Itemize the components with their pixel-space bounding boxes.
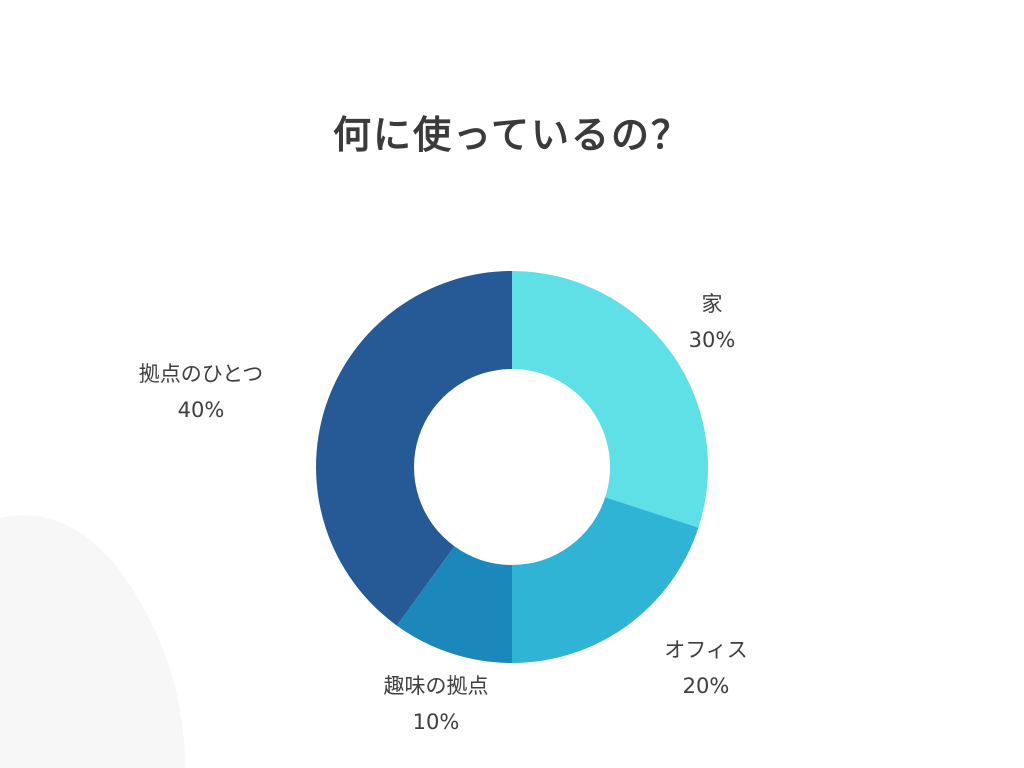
- donut-slice-home: [512, 271, 708, 528]
- slice-label-value: 30%: [688, 328, 736, 352]
- slice-label-home: 家 30%: [672, 286, 752, 358]
- slice-label-name: 拠点のひとつ: [138, 362, 264, 386]
- slice-label-value: 20%: [682, 674, 730, 698]
- slice-label-value: 40%: [177, 398, 225, 422]
- donut-slice-one-of-bases: [316, 271, 512, 626]
- slice-label-name: 家: [701, 292, 723, 316]
- donut-slice-office: [512, 497, 699, 663]
- slice-label-one-of-bases: 拠点のひとつ 40%: [106, 356, 296, 428]
- donut-slice-hobby-base: [396, 546, 512, 663]
- slice-label-value: 10%: [412, 710, 460, 734]
- slice-label-hobby-base: 趣味の拠点 10%: [356, 668, 516, 740]
- slice-label-name: 趣味の拠点: [383, 674, 489, 698]
- slice-label-name: オフィス: [664, 638, 748, 662]
- slice-label-office: オフィス 20%: [636, 632, 776, 704]
- chart-title: 何に使っているの？: [332, 113, 692, 157]
